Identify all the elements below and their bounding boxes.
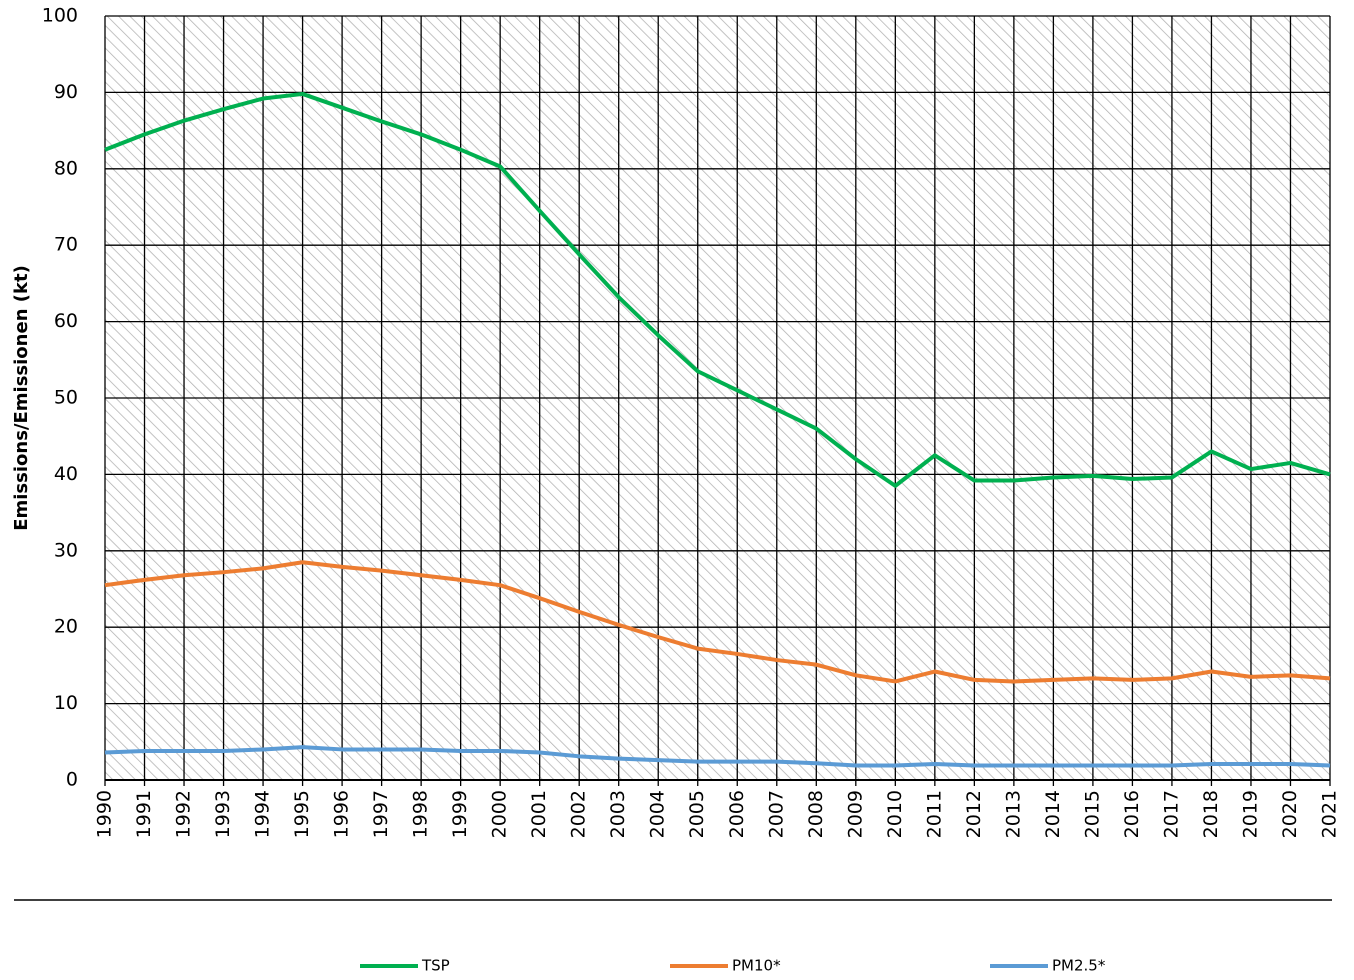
x-tick-label: 2003 [607, 790, 629, 838]
x-tick-label: 2004 [647, 790, 669, 838]
x-tick-label: 2009 [844, 790, 866, 838]
y-tick-label: 10 [54, 692, 78, 714]
x-tick-label: 1999 [449, 790, 471, 838]
x-tick-label: 1991 [133, 790, 155, 838]
x-tick-label: 1998 [410, 790, 432, 838]
x-tick-label: 2011 [923, 790, 945, 838]
x-tick-label: 2000 [489, 790, 511, 838]
x-tick-label: 2017 [1160, 790, 1182, 838]
x-tick-label: 1993 [212, 790, 234, 838]
y-tick-label: 20 [54, 616, 78, 638]
x-tick-label: 2008 [805, 790, 827, 838]
y-tick-label: 30 [54, 539, 78, 561]
y-tick-label: 90 [54, 81, 78, 103]
x-tick-label: 2021 [1319, 790, 1341, 838]
x-tick-label: 2014 [1042, 790, 1064, 838]
x-tick-label: 2002 [568, 790, 590, 838]
y-tick-label: 0 [66, 769, 78, 791]
y-tick-label: 50 [54, 387, 78, 409]
x-tick-label: 1996 [331, 790, 353, 838]
y-tick-label: 40 [54, 463, 78, 485]
x-tick-label: 2001 [528, 790, 550, 838]
x-tick-label: 2019 [1239, 790, 1261, 838]
series-line [104, 560, 1331, 684]
x-tick-label: 2020 [1279, 790, 1301, 838]
y-axis-label: Emissions/Emissionen (kt) [11, 265, 32, 531]
x-tick-label: 1992 [173, 790, 195, 838]
x-tick-label: 1994 [252, 790, 274, 838]
x-tick-label: 2015 [1081, 790, 1103, 838]
legend-label: PM2.5* [1052, 957, 1106, 975]
x-tick-label: 1995 [291, 790, 313, 838]
series-line [104, 91, 1331, 488]
y-tick-label: 60 [54, 310, 78, 332]
x-tick-label: 1990 [94, 790, 116, 838]
legend-label: TSP [421, 957, 450, 975]
x-tick-label: 2007 [765, 790, 787, 838]
x-tick-label: 2012 [963, 790, 985, 838]
y-tick-label: 80 [54, 157, 78, 179]
x-tick-label: 2018 [1200, 790, 1222, 838]
legend-label: PM10* [732, 957, 781, 975]
x-tick-label: 2010 [884, 790, 906, 838]
x-tick-label: 2005 [686, 790, 708, 838]
x-tick-label: 2016 [1121, 790, 1143, 838]
y-tick-label: 70 [54, 234, 78, 256]
series-line [104, 745, 1331, 768]
y-tick-label: 100 [42, 5, 78, 27]
x-tick-label: 2013 [1002, 790, 1024, 838]
x-tick-label: 2006 [726, 790, 748, 838]
x-tick-label: 1997 [370, 790, 392, 838]
